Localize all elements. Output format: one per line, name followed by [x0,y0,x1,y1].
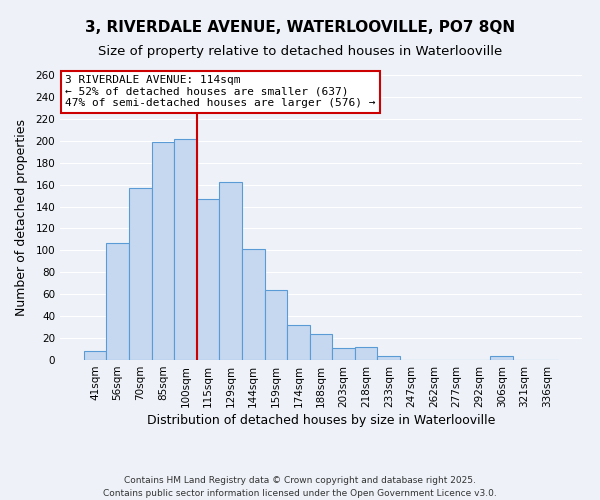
Bar [106,242,129,360]
Bar [265,290,287,360]
Bar [174,138,197,360]
Bar [197,199,220,360]
Bar [332,348,355,360]
Bar [152,142,174,360]
X-axis label: Distribution of detached houses by size in Waterlooville: Distribution of detached houses by size … [147,414,495,427]
Bar [84,351,106,360]
Bar [490,356,513,360]
Bar [355,347,377,360]
Text: 3 RIVERDALE AVENUE: 114sqm
← 52% of detached houses are smaller (637)
47% of sem: 3 RIVERDALE AVENUE: 114sqm ← 52% of deta… [65,75,376,108]
Bar [220,182,242,360]
Y-axis label: Number of detached properties: Number of detached properties [16,119,28,316]
Bar [377,356,400,360]
Text: 3, RIVERDALE AVENUE, WATERLOOVILLE, PO7 8QN: 3, RIVERDALE AVENUE, WATERLOOVILLE, PO7 … [85,20,515,35]
Bar [129,188,152,360]
Bar [287,325,310,360]
Bar [310,334,332,360]
Text: Size of property relative to detached houses in Waterlooville: Size of property relative to detached ho… [98,45,502,58]
Text: Contains HM Land Registry data © Crown copyright and database right 2025.: Contains HM Land Registry data © Crown c… [124,476,476,485]
Bar [242,250,265,360]
Text: Contains public sector information licensed under the Open Government Licence v3: Contains public sector information licen… [103,488,497,498]
